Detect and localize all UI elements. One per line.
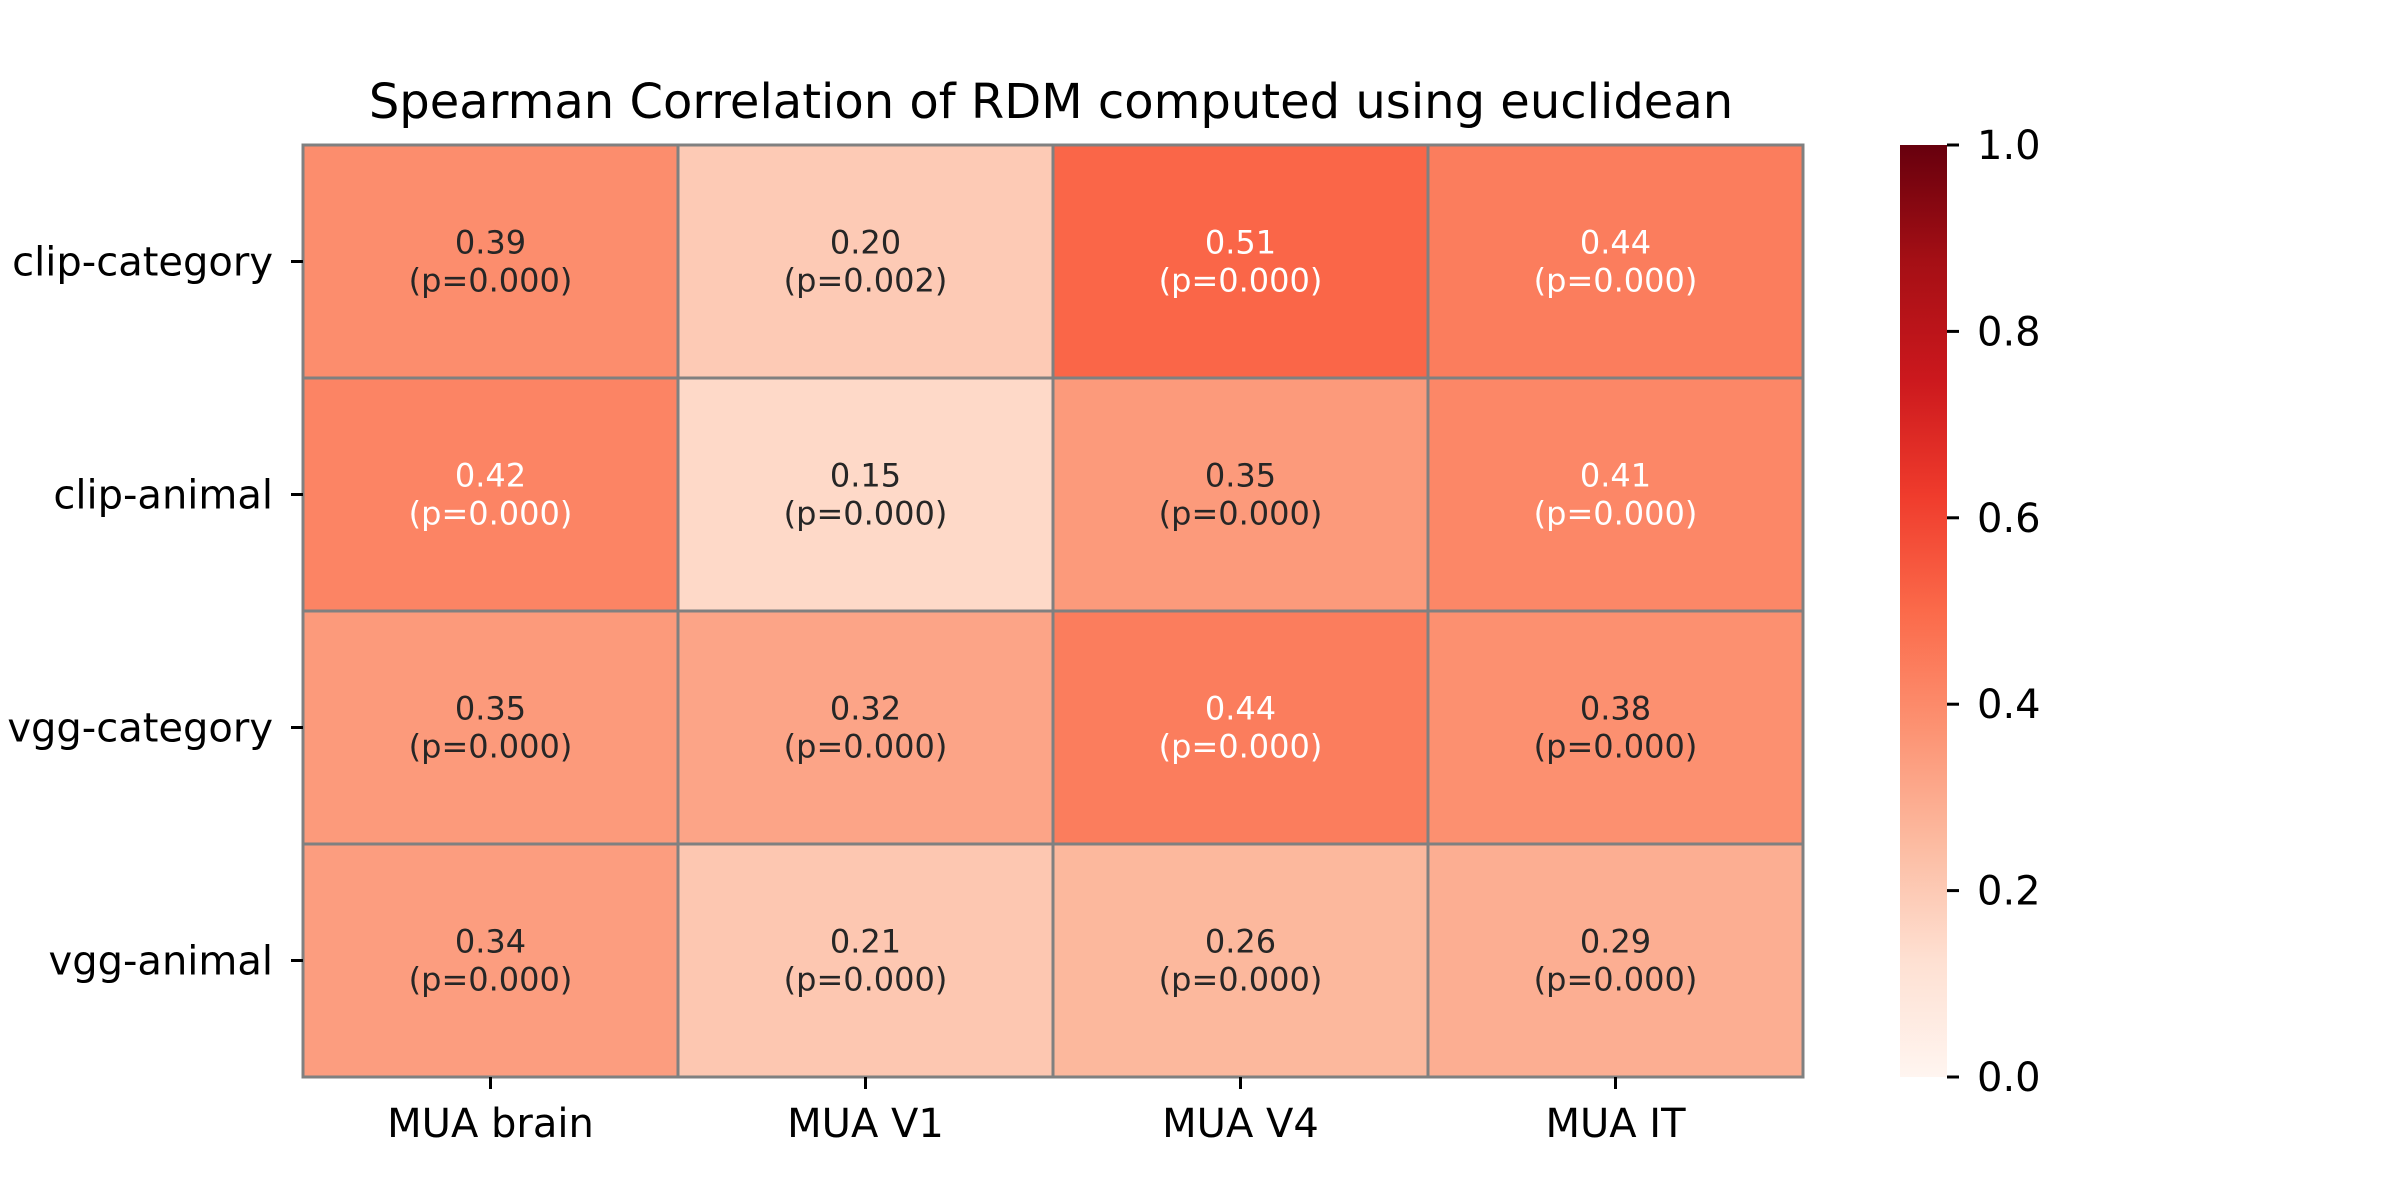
- cell-pvalue-label: (p=0.000): [409, 495, 573, 533]
- cell-pvalue-label: (p=0.000): [1534, 495, 1698, 533]
- chart-title: Spearman Correlation of RDM computed usi…: [369, 74, 1733, 130]
- x-tick-label: MUA brain: [387, 1101, 594, 1147]
- cell-value-label: 0.42: [455, 457, 526, 495]
- heatmap-cell: [301, 376, 680, 613]
- y-tick-label: clip-category: [12, 240, 273, 286]
- heatmap-cell: [1051, 143, 1430, 380]
- colorbar: 0.0 0.2 0.4 0.6 0.8 1.0: [1900, 123, 2041, 1101]
- cell-value-label: 0.32: [830, 690, 901, 728]
- cell-value-label: 0.35: [455, 690, 526, 728]
- cell-value-label: 0.41: [1580, 457, 1651, 495]
- y-tick-label: vgg-category: [7, 706, 273, 752]
- cell-value-label: 0.38: [1580, 690, 1651, 728]
- heatmap-cell: [1426, 842, 1805, 1079]
- cell-pvalue-label: (p=0.000): [1534, 262, 1698, 300]
- cell-pvalue-label: (p=0.000): [784, 961, 948, 999]
- colorbar-tick-label: 1.0: [1977, 123, 2041, 169]
- cell-value-label: 0.44: [1205, 690, 1276, 728]
- cell-value-label: 0.34: [455, 923, 526, 961]
- cell-value-label: 0.26: [1205, 923, 1276, 961]
- x-tick-label: MUA V4: [1162, 1101, 1319, 1147]
- cell-value-label: 0.20: [830, 224, 901, 262]
- cell-pvalue-label: (p=0.000): [1159, 961, 1323, 999]
- cell-pvalue-label: (p=0.000): [409, 262, 573, 300]
- heatmap-cell: [1426, 609, 1805, 846]
- heatmap-cell: [1426, 143, 1805, 380]
- cell-pvalue-label: (p=0.000): [1534, 728, 1698, 766]
- y-tick-label: vgg-animal: [49, 939, 273, 985]
- cell-pvalue-label: (p=0.002): [784, 262, 948, 300]
- heatmap-cell: [676, 842, 1055, 1079]
- y-axis: clip-category clip-animal vgg-category vgg-…: [7, 240, 303, 985]
- colorbar-tick-label: 0.0: [1977, 1055, 2041, 1101]
- cell-pvalue-label: (p=0.000): [784, 728, 948, 766]
- heatmap-cell: [1426, 376, 1805, 613]
- cell-pvalue-label: (p=0.000): [1159, 495, 1323, 533]
- colorbar-gradient: [1900, 145, 1947, 1077]
- cell-pvalue-label: (p=0.000): [409, 961, 573, 999]
- x-axis: MUA brain MUA V1 MUA V4 MUA IT: [387, 1077, 1686, 1147]
- cell-pvalue-label: (p=0.000): [1159, 728, 1323, 766]
- cell-value-label: 0.21: [830, 923, 901, 961]
- colorbar-tick-label: 0.6: [1977, 496, 2041, 542]
- heatmap-cell: [301, 143, 680, 380]
- heatmap-cells: 0.39(p=0.000)0.20(p=0.002)0.51(p=0.000)0…: [301, 143, 1805, 1079]
- cell-value-label: 0.44: [1580, 224, 1651, 262]
- heatmap-cell: [676, 376, 1055, 613]
- heatmap-cell: [676, 609, 1055, 846]
- y-tick-label: clip-animal: [53, 473, 273, 519]
- heatmap-cell: [676, 143, 1055, 380]
- cell-value-label: 0.15: [830, 457, 901, 495]
- colorbar-tick-label: 0.2: [1977, 869, 2041, 915]
- cell-pvalue-label: (p=0.000): [1159, 262, 1323, 300]
- cell-value-label: 0.39: [455, 224, 526, 262]
- cell-value-label: 0.35: [1205, 457, 1276, 495]
- colorbar-tick-label: 0.4: [1977, 682, 2041, 728]
- cell-pvalue-label: (p=0.000): [1534, 961, 1698, 999]
- colorbar-tick-label: 0.8: [1977, 309, 2041, 355]
- cell-pvalue-label: (p=0.000): [409, 728, 573, 766]
- cell-pvalue-label: (p=0.000): [784, 495, 948, 533]
- heatmap-cell: [301, 842, 680, 1079]
- heatmap-cell: [1051, 842, 1430, 1079]
- x-tick-label: MUA V1: [787, 1101, 944, 1147]
- cell-value-label: 0.29: [1580, 923, 1651, 961]
- x-tick-label: MUA IT: [1545, 1101, 1686, 1147]
- cell-value-label: 0.51: [1205, 224, 1276, 262]
